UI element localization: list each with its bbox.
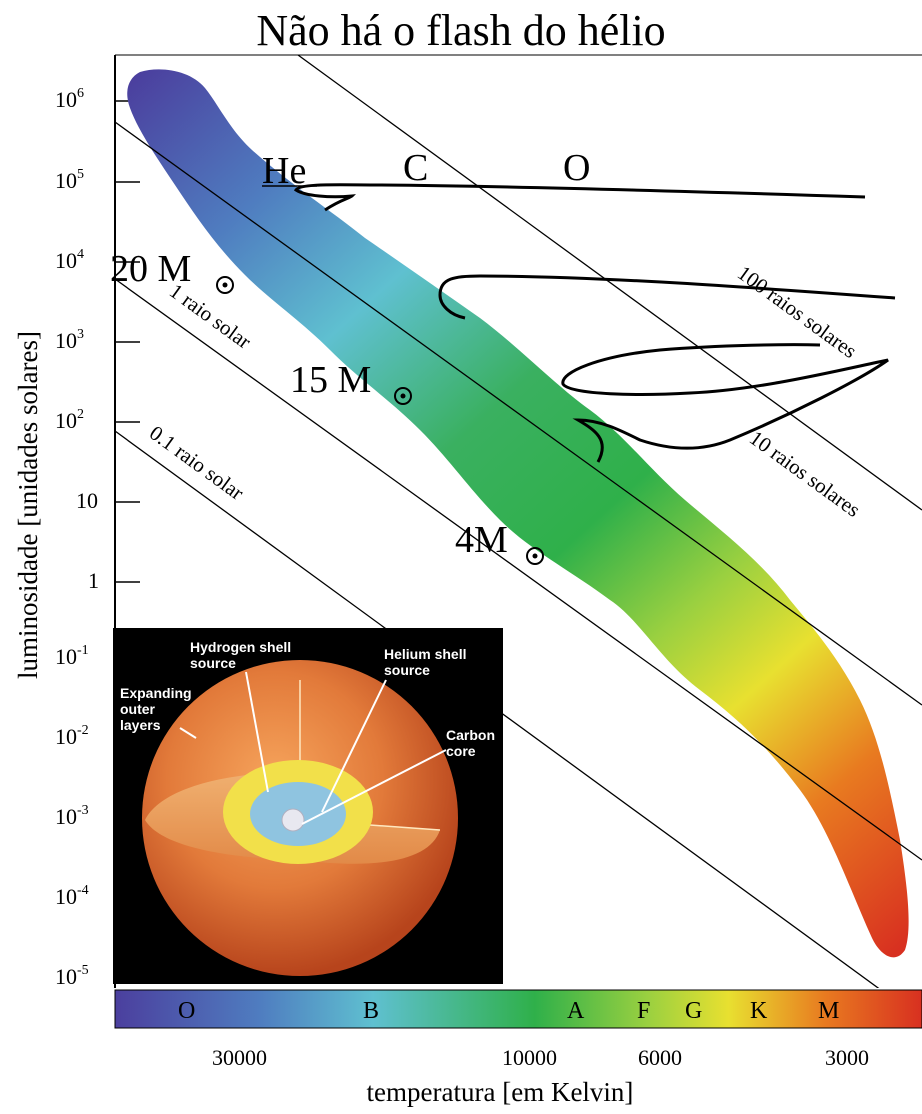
red-giant-inset: Hydrogen shell source Helium shell source … [113, 628, 503, 984]
element-label-o: O [563, 147, 590, 189]
sun-symbol-icon [526, 547, 544, 565]
mass-label-20: 20 M [110, 248, 234, 294]
x-tick-label: 6000 [638, 1045, 682, 1070]
track-4msun [561, 343, 889, 463]
track-20msun [293, 183, 866, 212]
chart-title: Não há o flash do hélio [256, 6, 666, 55]
y-tick-labels: 106 105 104 103 102 10 1 10-1 10-2 10-3 … [55, 86, 99, 989]
element-label-c: C [403, 147, 428, 189]
radius-lines [115, 55, 922, 988]
spectral-class-label: A [567, 998, 585, 1024]
radius-line-100 [297, 55, 922, 511]
y-tick-label: 1 [88, 568, 99, 593]
y-tick-label: 104 [55, 247, 84, 273]
sun-symbol-icon [394, 387, 412, 405]
main-sequence-band [127, 69, 909, 958]
inset-label-carbon: Carbon core [446, 727, 495, 759]
spectral-class-label: M [818, 998, 839, 1024]
spectral-class-label: O [178, 998, 195, 1024]
spectral-class-label: K [750, 998, 768, 1024]
radius-label-0.1: 0.1 raio solar [145, 421, 248, 505]
y-tick-label: 103 [55, 327, 84, 353]
y-tick-label: 10-1 [55, 643, 89, 669]
spectral-class-label: F [637, 998, 650, 1024]
track-15msun [438, 274, 896, 320]
svg-text:15 M: 15 M [290, 359, 371, 401]
mass-label-15: 15 M [290, 359, 412, 405]
y-tick-label: 102 [55, 407, 84, 433]
radius-line-0.1 [115, 430, 880, 988]
spectral-class-label: B [363, 998, 379, 1024]
y-tick-label: 10-4 [55, 883, 89, 909]
mass-label-4: 4M [455, 519, 544, 565]
y-tick-label: 106 [55, 86, 84, 112]
y-ticks [115, 100, 140, 583]
y-tick-label: 10-2 [55, 723, 89, 749]
x-tick-label: 3000 [825, 1045, 869, 1070]
spectral-class-bar: O B A F G K M [114, 989, 922, 1029]
evolution-tracks [293, 183, 896, 463]
inset-label-helium: Helium shell source [384, 646, 466, 678]
x-tick-labels: 30000 10000 6000 3000 [212, 1045, 869, 1070]
radius-label-10: 10 raios solares [745, 426, 865, 522]
x-axis-label: temperatura [em Kelvin] [366, 1077, 634, 1107]
radius-label-100: 100 raios solares [733, 261, 861, 363]
svg-text:4M: 4M [455, 519, 508, 561]
carbon-core [281, 808, 305, 832]
y-tick-label: 10-3 [55, 803, 89, 829]
x-tick-label: 30000 [212, 1045, 267, 1070]
inset-label-hydrogen: Hydrogen shell source [190, 639, 291, 671]
inset-label-expanding: Expanding outer layers [120, 685, 192, 733]
y-tick-label: 10 [76, 488, 98, 513]
svg-text:20 M: 20 M [110, 248, 191, 290]
y-tick-label: 10-5 [55, 963, 89, 989]
y-tick-label: 105 [55, 167, 84, 193]
element-label-he: He [262, 150, 306, 192]
radius-line-10 [115, 121, 922, 706]
sun-symbol-icon [216, 276, 234, 294]
spectral-class-label: G [685, 998, 702, 1024]
x-tick-label: 10000 [502, 1045, 557, 1070]
radius-line-1 [115, 278, 922, 861]
